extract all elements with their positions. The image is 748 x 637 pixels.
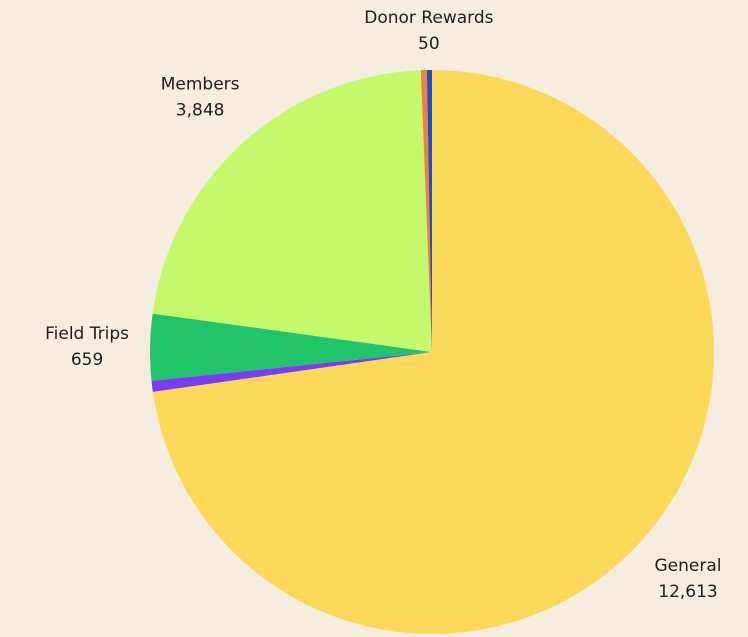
pie-slice <box>152 70 714 634</box>
slice-label: Donor Rewards <box>364 8 493 28</box>
slice-value: 50 <box>418 34 440 54</box>
slice-label: Members <box>161 75 240 95</box>
pie-slice <box>150 313 432 381</box>
slice-value: 12,613 <box>658 582 717 602</box>
slice-label: General <box>655 556 722 576</box>
pie-slice <box>420 70 432 353</box>
pie-slice <box>152 70 432 353</box>
slice-value: 3,848 <box>176 101 225 121</box>
slice-label: Field Trips <box>45 324 129 344</box>
pie-slice <box>426 70 432 352</box>
pie-slice <box>151 352 433 392</box>
slice-value: 659 <box>71 350 103 370</box>
